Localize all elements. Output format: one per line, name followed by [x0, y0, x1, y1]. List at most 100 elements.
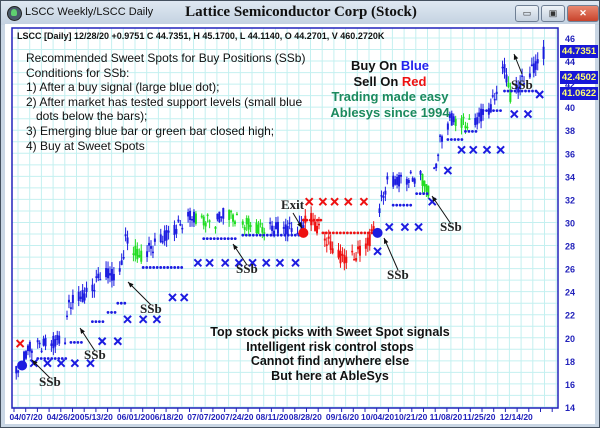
candle-body [396, 176, 399, 185]
support-stop-dot [352, 231, 356, 235]
candle-body [181, 227, 184, 230]
window-title: Lattice Semiconductor Corp (Stock) [185, 4, 417, 20]
support-stop-dot [308, 218, 312, 222]
candle-body [112, 273, 115, 281]
support-stop-dot [173, 266, 177, 269]
candle-body [69, 307, 72, 309]
candle-body [66, 315, 69, 318]
conditions-line: 1) After a buy signal (large blue dot); [26, 80, 220, 95]
support-stop-dot [342, 231, 346, 235]
minimize-button[interactable]: ▭ [515, 5, 539, 22]
stop-x-marker [221, 258, 230, 268]
candle-body [67, 299, 70, 303]
support-stop-dot [241, 233, 245, 237]
x-tick-label: 07/07/20 [187, 412, 220, 422]
candle-body [54, 339, 57, 347]
support-stop-dot [415, 192, 419, 196]
support-stop-dot [57, 357, 61, 360]
y-tick-label: 46 [565, 34, 575, 44]
close-button[interactable]: ✕ [567, 5, 599, 22]
candle-body [411, 177, 414, 182]
support-stop-dot [233, 237, 237, 241]
support-stop-dot [46, 357, 50, 360]
y-tick-label: 32 [565, 195, 575, 205]
ssb-conditions: Recommended Sweet Spots for Buy Position… [26, 51, 305, 153]
support-stop-dot [328, 231, 332, 235]
support-stop-dot [495, 109, 499, 113]
support-stop-dot [269, 233, 273, 237]
candle-body [38, 342, 41, 345]
stop-x-marker [113, 337, 123, 346]
candle-body [216, 213, 219, 220]
maximize-button[interactable]: ▣ [541, 5, 565, 22]
promo-line: But here at AbleSys [271, 369, 389, 384]
arrow-head-icon [32, 360, 38, 366]
candle-body [58, 335, 61, 344]
stop-x-marker [205, 258, 214, 268]
support-stop-dot [335, 231, 339, 235]
stop-x-marker [304, 197, 314, 206]
candle-body [407, 179, 410, 183]
candle-body [450, 113, 453, 126]
stop-x-marker [275, 258, 285, 268]
candle-body [30, 350, 33, 353]
support-stop-dot [212, 237, 216, 241]
conditions-line: Recommended Sweet Spots for Buy Position… [26, 51, 306, 65]
candle-body [25, 351, 27, 359]
support-stop-dot [166, 266, 170, 269]
support-stop-dot [283, 233, 287, 237]
x-tick-label: 11/25/20 [463, 412, 496, 422]
support-stop-dot [395, 203, 399, 207]
candle-body [273, 230, 276, 235]
candle-body [433, 167, 436, 170]
candle-body [491, 95, 494, 97]
candle-body [476, 117, 479, 125]
candle-body [452, 116, 455, 123]
arrow-head-icon [432, 196, 438, 202]
window-title-left: LSCC Weekly/LSCC Daily [25, 6, 154, 18]
support-stop-dot [464, 129, 467, 133]
x-tick-label: 06/01/20 [117, 412, 150, 422]
candle-body [56, 335, 59, 341]
candle-body [413, 178, 416, 184]
candle-body [189, 210, 192, 221]
stop-x-marker [168, 293, 177, 302]
support-stop-dot [276, 233, 280, 237]
support-stop-dot [60, 357, 64, 360]
candle-body [17, 370, 20, 373]
candle-body [468, 118, 471, 120]
candle-body [81, 289, 84, 303]
y-tick-label: 16 [565, 380, 575, 390]
arrow-head-icon [128, 282, 134, 288]
support-stop-dot [251, 233, 255, 237]
support-stop-dot [94, 320, 98, 324]
candle-body [175, 228, 178, 234]
candle-body [241, 221, 244, 225]
support-stop-dot [471, 129, 474, 133]
candle-body [464, 125, 467, 129]
stop-x-marker [414, 222, 423, 232]
candle-body [441, 136, 444, 142]
candle-body [257, 224, 260, 234]
x-tick-label: 11/08/20 [430, 412, 463, 422]
stop-x-marker [318, 197, 328, 206]
candle-body [368, 234, 371, 247]
support-stop-dot [499, 109, 502, 113]
candle-body [15, 366, 18, 374]
support-stop-dot [488, 109, 492, 113]
candle-body [159, 234, 162, 243]
conditions-line: 4) Buy at Sweet Spots [26, 138, 145, 153]
y-tick-label: 42 [565, 80, 575, 90]
candle-body [284, 224, 287, 235]
stop-x-marker [359, 197, 369, 206]
annotation-arrow [383, 237, 399, 271]
support-stop-dot [527, 89, 531, 93]
support-stop-dot [106, 311, 110, 314]
support-stop-dot [418, 192, 422, 196]
support-stop-dot [159, 266, 163, 269]
x-tick-label: 04/26/20 [47, 412, 80, 422]
candle-body [275, 222, 277, 230]
support-stop-dot [321, 231, 325, 235]
stop-x-marker [385, 222, 394, 232]
